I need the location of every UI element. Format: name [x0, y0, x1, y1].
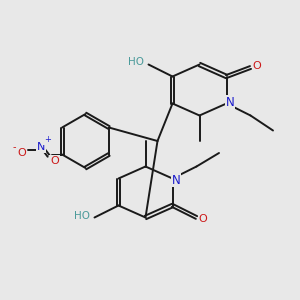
Text: HO: HO: [128, 56, 144, 67]
Text: HO: HO: [74, 211, 90, 221]
Text: O: O: [253, 61, 262, 71]
Text: O: O: [50, 155, 59, 166]
Text: N: N: [226, 95, 235, 109]
Text: O: O: [199, 214, 208, 224]
Text: O: O: [17, 148, 26, 158]
Text: N: N: [37, 142, 45, 152]
Text: -: -: [12, 142, 16, 152]
Text: N: N: [172, 173, 181, 187]
Text: +: +: [44, 135, 51, 144]
